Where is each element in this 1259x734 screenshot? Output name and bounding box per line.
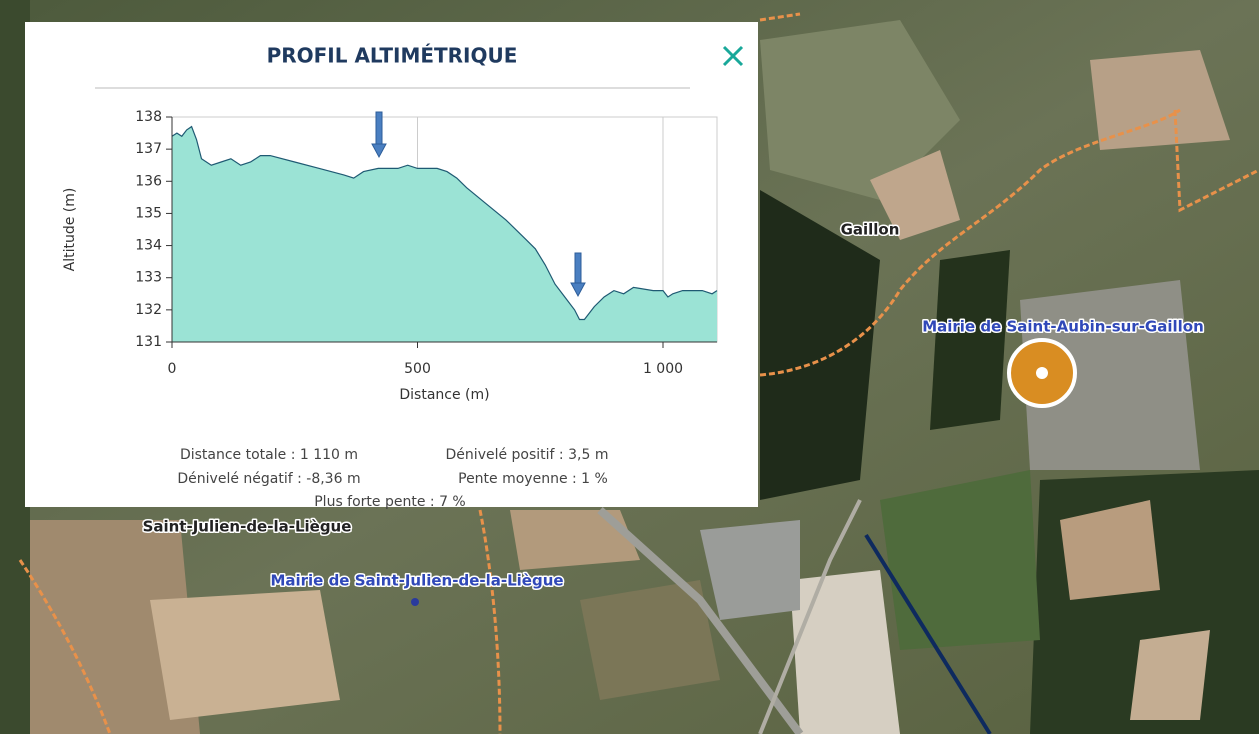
field: [150, 590, 340, 720]
y-tick-label: 136: [135, 173, 162, 189]
y-tick-label: 132: [135, 302, 162, 318]
marker-center: [1036, 367, 1048, 379]
place-label: Gaillon: [841, 221, 900, 239]
body: { "panel": { "title": "PROFIL ALTIMÉTRIQ…: [0, 0, 1259, 734]
stat: Dénivelé négatif : -8,36 m: [177, 471, 360, 487]
page: Profil altimétrique html, body { margin:…: [0, 0, 1259, 734]
field: [510, 510, 640, 570]
x-tick-label: 500: [404, 361, 431, 377]
y-tick-label: 133: [135, 270, 162, 286]
profile-panel: PROFIL ALTIMÉTRIQUE 0 500 1 000 131 132 133 13…: [25, 22, 758, 510]
y-tick-label: 138: [135, 109, 162, 125]
place-label: Mairie de Saint-Aubin-sur-Gaillon: [922, 318, 1204, 336]
y-tick-label: 137: [135, 141, 162, 157]
stat: Plus forte pente : 7 %: [314, 494, 466, 510]
field: [880, 470, 1040, 650]
stat: Distance totale : 1 110 m: [180, 447, 358, 463]
screen: Gaillon Mairie de Saint-Aubin-sur-Gaillo…: [0, 0, 1259, 734]
stat: Pente moyenne : 1 %: [458, 471, 608, 487]
forest: [930, 250, 1010, 430]
field: [1130, 630, 1210, 720]
y-tick-label: 131: [135, 334, 162, 350]
place-label: Mairie de Saint-Julien-de-la-Liègue: [270, 572, 563, 590]
stat: Dénivelé positif : 3,5 m: [446, 447, 609, 463]
y-axis-label: Altitude (m): [62, 188, 78, 272]
marker-small[interactable]: [411, 598, 419, 606]
y-tick-label: 135: [135, 205, 162, 221]
place-label: Saint-Julien-de-la-Liègue: [143, 518, 352, 536]
y-tick-label: 134: [135, 238, 162, 254]
panel-title: PROFIL ALTIMÉTRIQUE: [267, 44, 518, 68]
x-tick-label: 0: [168, 361, 177, 377]
x-tick-label: 1 000: [643, 361, 683, 377]
x-axis-label: Distance (m): [399, 387, 489, 403]
